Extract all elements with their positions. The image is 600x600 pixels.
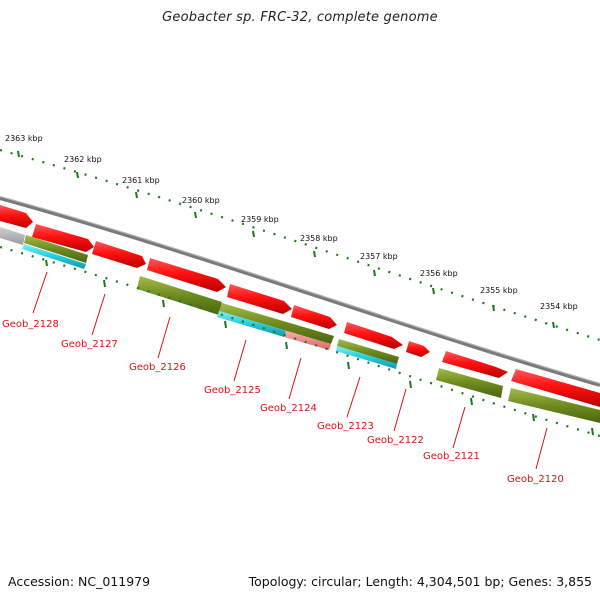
inner-major-tick bbox=[224, 320, 227, 329]
inner-ruler-dots bbox=[0, 245, 600, 438]
ruler-major-tick bbox=[76, 171, 79, 179]
inner-major-tick bbox=[285, 341, 288, 350]
rna-bar-2128[interactable] bbox=[22, 244, 86, 269]
genome-backbone bbox=[0, 196, 600, 387]
ruler-major-tick bbox=[313, 250, 316, 258]
gene-arrow-2121[interactable] bbox=[442, 351, 508, 378]
inner-major-tick bbox=[470, 397, 473, 406]
cds-bar-2128[interactable] bbox=[24, 235, 88, 263]
ruler-dots bbox=[0, 148, 600, 342]
leader-line-2126 bbox=[157, 316, 171, 359]
gene-labels: Geob_2128 Geob_2127 Geob_2126 Geob_2125 … bbox=[2, 319, 564, 485]
ruler-major-tick bbox=[252, 230, 255, 238]
gene-arrow-2127[interactable] bbox=[32, 224, 94, 252]
gene-label[interactable]: Geob_2127 bbox=[61, 339, 118, 350]
ruler-label: 2354 kbp bbox=[540, 302, 578, 311]
ruler-label: 2358 kbp bbox=[300, 234, 338, 243]
accession-text: Accession: NC_011979 bbox=[8, 574, 151, 589]
leader-line-2127 bbox=[91, 293, 106, 336]
ruler-major-tick bbox=[17, 150, 20, 158]
inner-major-tick bbox=[409, 380, 412, 389]
leader-line-2122 bbox=[393, 388, 407, 432]
inner-major-tick bbox=[591, 427, 594, 436]
ruler-label: 2362 kbp bbox=[64, 155, 102, 164]
ruler-major-tick bbox=[135, 191, 138, 199]
inner-major-tick bbox=[45, 259, 48, 267]
grey-feature[interactable] bbox=[0, 227, 25, 245]
leader-line-2121 bbox=[452, 406, 466, 449]
genome-summary-text: Topology: circular; Length: 4,304,501 bp… bbox=[248, 574, 592, 589]
inner-major-tick bbox=[103, 279, 106, 288]
gene-label[interactable]: Geob_2124 bbox=[260, 403, 317, 414]
ruler-label: 2359 kbp bbox=[241, 215, 279, 224]
leader-line-2125 bbox=[233, 339, 247, 382]
gene-arrow-2126[interactable] bbox=[92, 241, 146, 268]
forward-genes bbox=[0, 205, 600, 407]
genome-backbone-highlight bbox=[0, 196, 600, 384]
misc-bar-2124[interactable] bbox=[284, 331, 331, 350]
ruler-labels: 2363 kbp 2362 kbp 2361 kbp 2360 kbp 2359… bbox=[5, 134, 578, 311]
ruler-major-tick bbox=[432, 287, 435, 295]
ruler-label: 2363 kbp bbox=[5, 134, 43, 143]
ruler-major-tick bbox=[194, 211, 197, 219]
gene-label[interactable]: Geob_2123 bbox=[317, 421, 374, 432]
gene-arrow-2125[interactable] bbox=[147, 258, 226, 292]
ruler-label: 2361 kbp bbox=[122, 176, 160, 185]
cds-bar-2121[interactable] bbox=[436, 368, 503, 398]
gene-arrow-2122[interactable] bbox=[344, 322, 403, 349]
inner-major-tick bbox=[162, 299, 165, 308]
cds-bar-2125[interactable] bbox=[219, 303, 334, 344]
gene-arrow-2123[interactable] bbox=[291, 305, 337, 329]
leader-lines bbox=[32, 271, 548, 470]
cds-bar-2123[interactable] bbox=[337, 339, 399, 364]
feature-bars bbox=[0, 227, 600, 423]
gene-label[interactable]: Geob_2121 bbox=[423, 451, 480, 462]
ruler-major-tick bbox=[552, 321, 555, 329]
gene-label[interactable]: Geob_2128 bbox=[2, 319, 59, 330]
rna-bar-2123[interactable] bbox=[336, 346, 397, 369]
gene-label[interactable]: Geob_2122 bbox=[367, 435, 424, 446]
ruler-major-tick bbox=[492, 304, 495, 312]
gene-arrow-2122b[interactable] bbox=[406, 341, 430, 357]
inner-ruler bbox=[0, 245, 600, 438]
leader-line-2124 bbox=[288, 357, 302, 400]
rna-bar-2125[interactable] bbox=[217, 311, 286, 337]
gene-label[interactable]: Geob_2126 bbox=[129, 362, 186, 373]
ruler-label: 2357 kbp bbox=[360, 252, 398, 261]
ruler-label: 2355 kbp bbox=[480, 286, 518, 295]
gene-arrow-2128[interactable] bbox=[0, 205, 33, 228]
map-title: Geobacter sp. FRC-32, complete genome bbox=[162, 10, 438, 25]
ruler-label: 2360 kbp bbox=[182, 196, 220, 205]
ruler-label: 2356 kbp bbox=[420, 269, 458, 278]
leader-line-2128 bbox=[32, 271, 48, 314]
ruler-major-tick bbox=[373, 269, 376, 277]
gene-label[interactable]: Geob_2125 bbox=[204, 385, 261, 396]
inner-major-tick bbox=[532, 413, 535, 422]
gene-arrow-2124[interactable] bbox=[227, 284, 292, 314]
inner-major-tick bbox=[347, 361, 350, 370]
cds-bar-2120[interactable] bbox=[508, 388, 600, 423]
ruler-track bbox=[0, 148, 600, 342]
cds-bar-2126[interactable] bbox=[137, 276, 222, 315]
gene-arrow-2120[interactable] bbox=[511, 369, 600, 407]
gene-label[interactable]: Geob_2120 bbox=[507, 474, 564, 485]
leader-line-2120 bbox=[535, 427, 548, 470]
leader-line-2123 bbox=[346, 376, 361, 418]
